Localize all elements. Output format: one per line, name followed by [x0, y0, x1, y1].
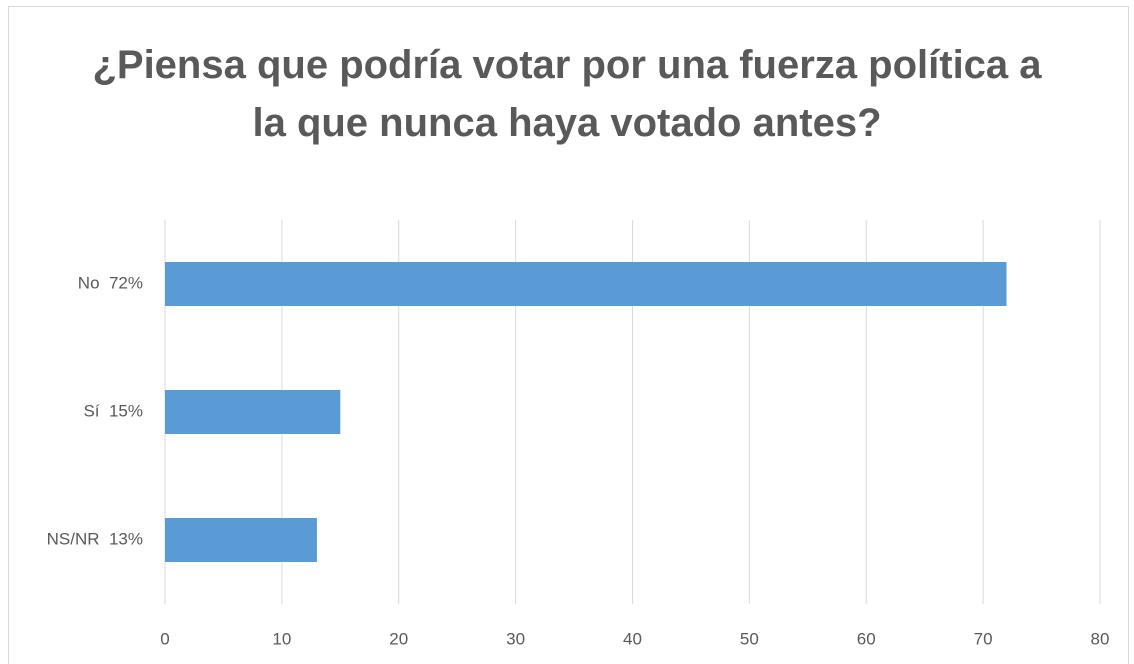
chart-title: ¿Piensa que podría votar por una fuerza … [92, 43, 1042, 145]
bar [165, 518, 317, 562]
x-tick-label: 30 [506, 629, 525, 648]
x-tick-label: 80 [1091, 629, 1110, 648]
x-tick-label: 10 [272, 629, 291, 648]
chart-border [8, 6, 1129, 664]
y-tick-label: NS/NR 13% [47, 529, 143, 548]
x-tick-label: 40 [623, 629, 642, 648]
y-tick-label: No 72% [78, 273, 143, 292]
bar [165, 390, 341, 434]
x-tick-label: 0 [160, 629, 169, 648]
bar [165, 262, 1007, 306]
y-tick-label: Sí 15% [83, 401, 143, 420]
x-tick-label: 20 [389, 629, 408, 648]
x-tick-label: 60 [857, 629, 876, 648]
x-tick-label: 70 [974, 629, 993, 648]
x-tick-label: 50 [740, 629, 759, 648]
